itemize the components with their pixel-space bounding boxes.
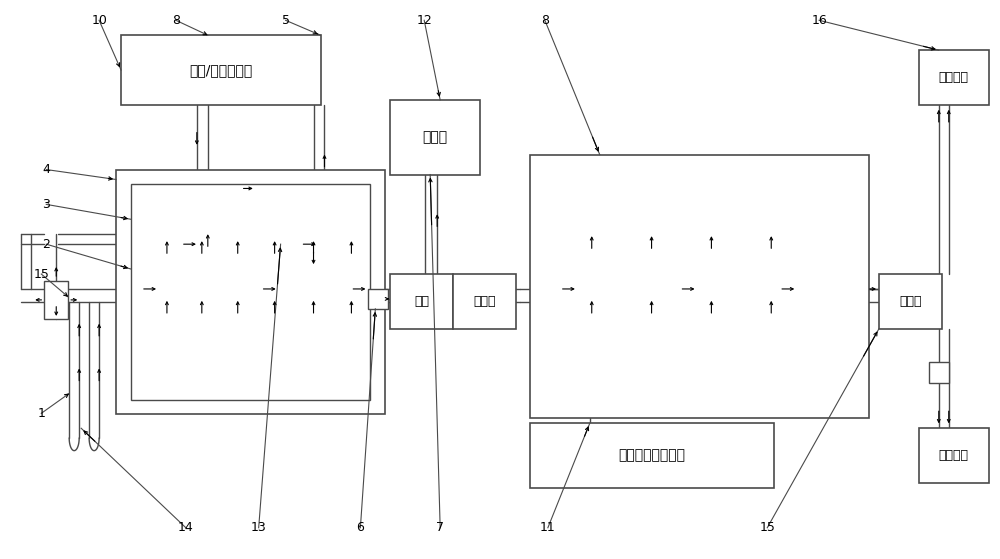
Text: 7: 7 xyxy=(436,521,444,534)
Bar xyxy=(919,428,989,483)
Bar xyxy=(368,289,388,309)
Bar xyxy=(390,100,480,174)
Text: 5: 5 xyxy=(282,14,290,27)
Bar xyxy=(879,274,942,329)
Text: 换能器: 换能器 xyxy=(899,295,922,308)
Text: 10: 10 xyxy=(91,14,107,27)
Text: 下级用户: 下级用户 xyxy=(939,449,969,462)
Text: 集热/散热两用板: 集热/散热两用板 xyxy=(189,63,252,77)
Text: 15: 15 xyxy=(759,521,775,534)
Text: 3: 3 xyxy=(42,198,50,211)
Text: 15: 15 xyxy=(33,268,49,281)
Bar xyxy=(44,281,68,319)
Text: 13: 13 xyxy=(251,521,267,534)
Bar xyxy=(390,274,453,329)
Text: 燃气能源补充装置: 燃气能源补充装置 xyxy=(619,449,686,463)
Text: 12: 12 xyxy=(416,14,432,27)
Text: 14: 14 xyxy=(178,521,194,534)
Bar xyxy=(121,35,320,105)
Bar xyxy=(116,169,385,414)
Bar xyxy=(453,274,516,329)
Text: 上级用户: 上级用户 xyxy=(939,71,969,84)
Text: 换能器: 换能器 xyxy=(473,295,496,308)
Text: 8: 8 xyxy=(172,14,180,27)
Text: 热泵: 热泵 xyxy=(414,295,429,308)
Bar xyxy=(929,362,949,383)
Text: 11: 11 xyxy=(540,521,556,534)
Bar xyxy=(530,155,869,418)
Bar xyxy=(131,184,370,400)
Bar xyxy=(530,423,774,488)
Text: 4: 4 xyxy=(42,163,50,176)
Text: 8: 8 xyxy=(541,14,549,27)
Text: 散能片: 散能片 xyxy=(423,130,448,144)
Text: 1: 1 xyxy=(37,407,45,420)
Text: 2: 2 xyxy=(42,238,50,250)
Bar xyxy=(919,50,989,105)
Text: 16: 16 xyxy=(811,14,827,27)
Text: 6: 6 xyxy=(356,521,364,534)
